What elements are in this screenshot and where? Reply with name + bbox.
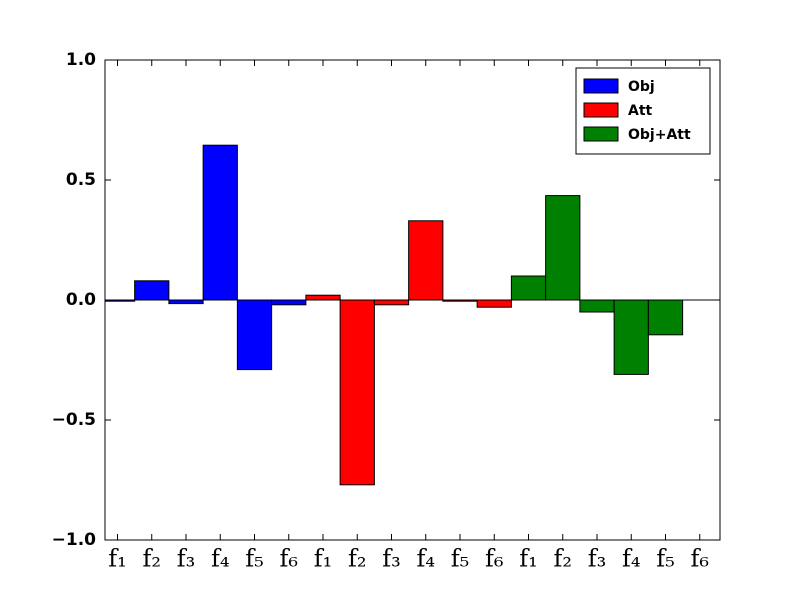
bar xyxy=(339,299,375,486)
bar xyxy=(236,299,273,371)
bar xyxy=(168,299,204,305)
bar xyxy=(202,144,238,301)
x-tick-label: f₅ xyxy=(245,545,264,573)
bar xyxy=(305,294,341,301)
x-tick-label: f₃ xyxy=(177,545,196,573)
legend-swatch xyxy=(583,126,619,142)
x-tick-label: f₃ xyxy=(382,545,401,573)
y-tick-label: −1.0 xyxy=(52,530,97,550)
x-tick-label: f₅ xyxy=(451,545,470,573)
legend-swatch xyxy=(583,78,619,94)
y-tick-label: 0.0 xyxy=(66,290,96,310)
bar xyxy=(647,299,684,336)
plot-area xyxy=(105,144,684,486)
y-tick-label: 0.5 xyxy=(66,170,96,190)
x-tick-label: f₆ xyxy=(279,545,298,573)
x-tick-label: f₁ xyxy=(519,545,538,573)
x-tick-label: f₅ xyxy=(656,545,675,573)
bar xyxy=(510,275,547,301)
x-tick-label: f₁ xyxy=(108,545,127,573)
bar xyxy=(545,195,581,301)
bar xyxy=(476,299,512,308)
legend-label: Att xyxy=(628,103,653,119)
x-tick-label: f₆ xyxy=(690,545,709,573)
legend-swatch xyxy=(583,102,619,118)
bar xyxy=(408,220,444,301)
x-tick-label: f₁ xyxy=(314,545,333,573)
x-tick-label: f₄ xyxy=(622,545,641,573)
x-tick-label: f₄ xyxy=(416,545,435,573)
bar xyxy=(134,280,170,301)
x-tick-label: f₃ xyxy=(588,545,607,573)
x-tick-label: f₄ xyxy=(211,545,230,573)
bar xyxy=(271,299,307,306)
x-tick-label: f₂ xyxy=(553,545,572,573)
legend-label: Obj xyxy=(628,79,655,95)
y-tick-label: −0.5 xyxy=(52,410,96,430)
legend-label: Obj+Att xyxy=(628,127,691,143)
bar xyxy=(373,299,410,306)
bar xyxy=(579,299,615,313)
x-tick-label: f₂ xyxy=(142,545,161,573)
y-tick-label: 1.0 xyxy=(66,50,96,70)
bar xyxy=(613,299,649,375)
x-tick-label: f₆ xyxy=(485,545,504,573)
x-tick-label: f₂ xyxy=(348,545,367,573)
